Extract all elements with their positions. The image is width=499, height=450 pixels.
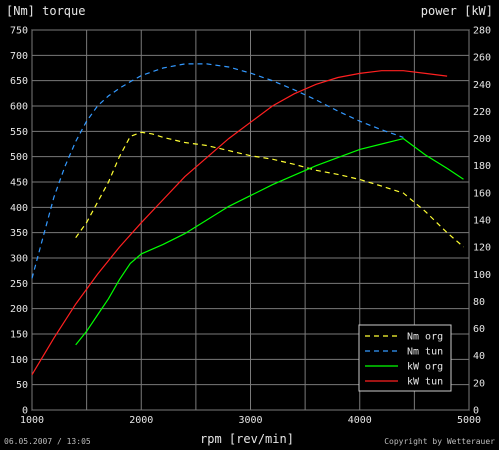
y-tick-label-right: 200 [473, 134, 491, 145]
y-tick-label-right: 140 [473, 216, 491, 227]
y-tick-label-left: 100 [10, 355, 28, 366]
y-tick-label-right: 160 [473, 188, 491, 199]
y-tick-label-left: 250 [10, 279, 28, 290]
y-tick-label-left: 500 [10, 152, 28, 163]
legend-label: Nm org [407, 332, 443, 343]
y-tick-label-left: 650 [10, 76, 28, 87]
series-line-kw-org [75, 137, 464, 346]
legend-label: kW org [407, 362, 443, 373]
y-tick-label-left: 150 [10, 330, 28, 341]
x-tick-label: 4000 [348, 415, 372, 426]
y-tick-label-right: 40 [473, 351, 485, 362]
y-tick-label-right: 60 [473, 324, 485, 335]
y-tick-label-right: 80 [473, 297, 485, 308]
timestamp: 06.05.2007 / 13:05 [4, 437, 91, 446]
legend-label: kW tun [407, 377, 443, 388]
series-line-nm-tun [31, 63, 404, 279]
x-tick-label: 3000 [238, 415, 262, 426]
series-line-nm-org [75, 131, 464, 248]
y-tick-label-left: 350 [10, 228, 28, 239]
ticks: 1000 2000 3000 4000 500005010015020025030035… [10, 26, 491, 427]
y-tick-label-right: 240 [473, 80, 491, 91]
x-tick-label: 5000 [457, 415, 481, 426]
series-lines [31, 63, 464, 376]
y-tick-label-left: 700 [10, 51, 28, 62]
y-tick-label-right: 0 [473, 406, 479, 417]
y-tick-label-right: 180 [473, 161, 491, 172]
y-tick-label-right: 120 [473, 243, 491, 254]
y-tick-label-left: 50 [16, 380, 28, 391]
y-tick-label-left: 400 [10, 203, 28, 214]
y-tick-label-left: 300 [10, 254, 28, 265]
legend-label: Nm tun [407, 347, 443, 358]
left-axis-title: [Nm] torque [6, 4, 85, 18]
legend: Nm org Nm tun kW org kW tun [358, 324, 452, 392]
grid [31, 29, 470, 411]
y-tick-label-left: 0 [22, 406, 28, 417]
copyright: Copyright by Wetterauer [384, 437, 495, 446]
y-tick-label-right: 220 [473, 107, 491, 118]
y-tick-label-right: 100 [473, 270, 491, 281]
y-tick-label-left: 550 [10, 127, 28, 138]
right-axis-title: power [kW] [421, 4, 493, 18]
y-tick-label-right: 260 [473, 53, 491, 64]
y-tick-label-left: 200 [10, 304, 28, 315]
x-tick-label: 1000 [20, 415, 44, 426]
y-tick-label-left: 750 [10, 26, 28, 37]
y-tick-label-left: 600 [10, 102, 28, 113]
y-tick-label-right: 280 [473, 26, 491, 37]
series-line-kw-tun [31, 70, 448, 376]
y-tick-label-right: 20 [473, 378, 485, 389]
y-tick-label-left: 450 [10, 178, 28, 189]
x-tick-label: 2000 [129, 415, 153, 426]
x-axis-title: rpm [rev/min] [200, 432, 294, 446]
